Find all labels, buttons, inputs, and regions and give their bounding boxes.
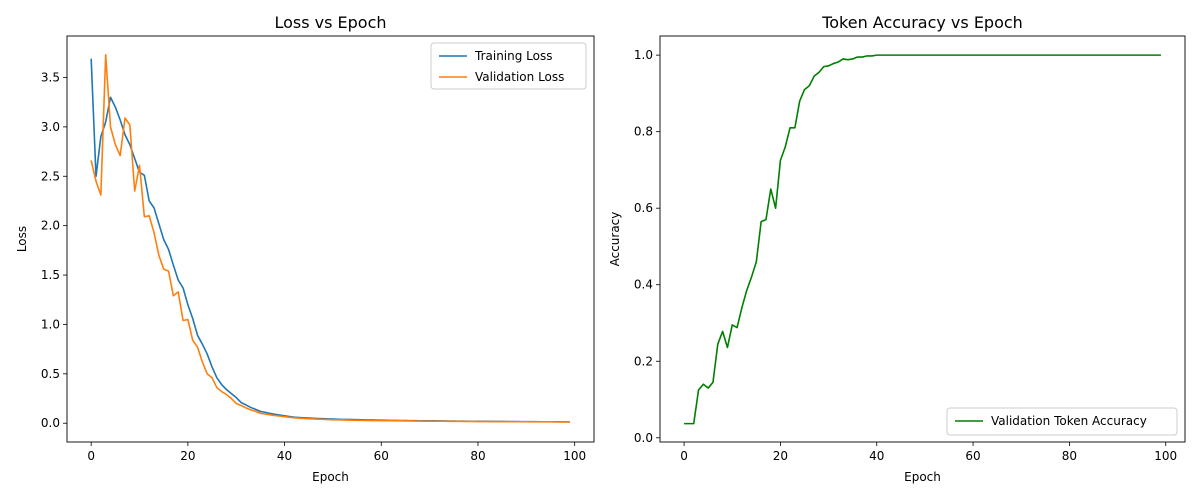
chart-title: Token Accuracy vs Epoch — [821, 13, 1023, 32]
series-line-1 — [684, 54, 1161, 425]
y-tick-label: 0.4 — [634, 278, 653, 292]
x-tick-label: 80 — [470, 449, 485, 463]
legend-entry: Training Loss — [474, 49, 552, 63]
series-line-2 — [90, 53, 570, 423]
chart-title: Loss vs Epoch — [274, 13, 386, 32]
legend-entry: Validation Token Accuracy — [991, 414, 1147, 428]
y-tick-label: 1.0 — [634, 48, 653, 62]
legend-box — [430, 42, 587, 90]
legend: Training Loss Validation Loss — [430, 42, 587, 90]
y-tick-label: 1.0 — [41, 317, 60, 331]
y-tick-label: 3.5 — [41, 70, 60, 84]
x-axis-label: Epoch — [904, 470, 941, 484]
legend: Validation Token Accuracy — [946, 407, 1178, 436]
x-tick-label: 80 — [1062, 449, 1077, 463]
x-tick-label: 20 — [773, 449, 788, 463]
y-tick-label: 0.8 — [634, 125, 653, 139]
y-tick-label: 3.0 — [41, 120, 60, 134]
chart-panel-2: Token Accuracy vs Epoch 0 20 40 60 80 100 0.0 0.… — [608, 13, 1186, 484]
subplots: Loss vs Epoch 0 20 40 60 80 100 0.0 0.5 1.0 1.5 2.0… — [15, 13, 1186, 484]
y-tick-label: 1.5 — [41, 268, 60, 282]
x-axis-label: Epoch — [312, 470, 349, 484]
x-tick-label: 0 — [680, 449, 688, 463]
y-tick-label: 0.2 — [634, 354, 653, 368]
x-tick-label: 40 — [277, 449, 292, 463]
chart-panel-1: Loss vs Epoch 0 20 40 60 80 100 0.0 0.5 1.0 1.5 2.0… — [15, 13, 595, 484]
y-axis-label: Loss — [15, 226, 29, 252]
y-tick-label: 0.6 — [634, 201, 653, 215]
y-tick-label: 0.5 — [41, 367, 60, 381]
x-tick-label: 100 — [1154, 449, 1177, 463]
y-tick-label: 2.5 — [41, 169, 60, 183]
plot-frame — [66, 35, 595, 443]
legend-box — [946, 407, 1178, 436]
x-tick-label: 100 — [563, 449, 586, 463]
legend-entry: Validation Loss — [475, 70, 564, 84]
y-axis-label: Accuracy — [608, 212, 622, 267]
x-tick-label: 40 — [869, 449, 884, 463]
y-tick-label: 0.0 — [41, 416, 60, 430]
x-tick-label: 60 — [374, 449, 389, 463]
x-tick-label: 20 — [180, 449, 195, 463]
y-tick-label: 0.0 — [634, 431, 653, 445]
x-tick-label: 0 — [87, 449, 95, 463]
plot-frame — [659, 35, 1186, 443]
x-tick-label: 60 — [965, 449, 980, 463]
y-tick-label: 2.0 — [41, 219, 60, 233]
